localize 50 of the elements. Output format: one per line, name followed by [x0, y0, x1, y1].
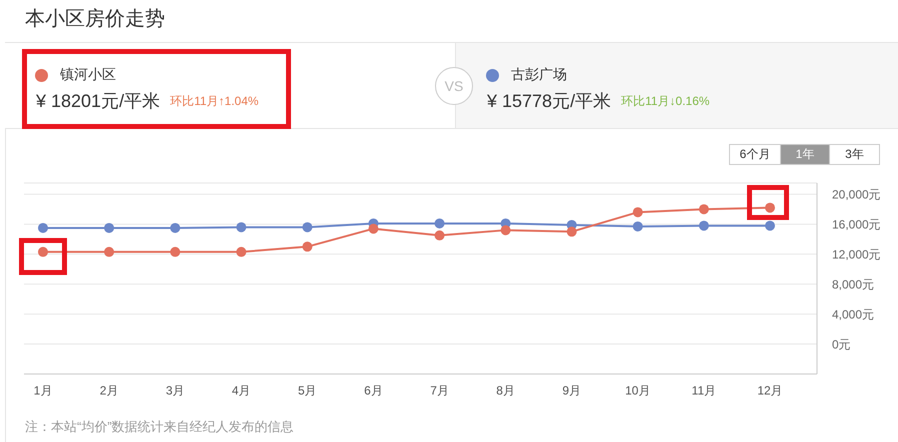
- x-tick-label: 9月: [562, 384, 582, 398]
- y-tick-label: 0元: [832, 337, 851, 352]
- x-tick-label: 8月: [496, 384, 515, 398]
- range-button: 1年: [780, 144, 830, 165]
- text: ¥ 15778元/平米: [487, 90, 612, 113]
- x-tick-label: 10月: [625, 384, 650, 398]
- point: [632, 207, 643, 218]
- point: [698, 220, 709, 231]
- x-tick-label: 7月: [430, 384, 449, 398]
- x-tick-label: 11月: [692, 384, 716, 398]
- legend-label: 镇河小区: [60, 66, 116, 84]
- point: [632, 221, 643, 232]
- text: ¥ 18201元/平米: [36, 90, 160, 113]
- y-tick-label: 8,000元: [832, 277, 874, 292]
- point: [170, 222, 180, 233]
- y-tick-label: 12,000元: [832, 247, 881, 262]
- point: [698, 204, 709, 214]
- point: [500, 225, 511, 236]
- point: [104, 246, 114, 257]
- x-tick-label: 5月: [298, 384, 317, 398]
- point: [170, 246, 180, 257]
- y-tick-label: 4,000元: [832, 307, 874, 322]
- y-tick-label: 20,000元: [832, 187, 881, 202]
- point: [566, 226, 577, 237]
- legend-label: 古彭广场: [511, 66, 567, 84]
- point: [38, 246, 48, 257]
- x-tick-label: 3月: [166, 384, 185, 398]
- x-tick-label: 6月: [364, 384, 383, 398]
- point: [368, 224, 378, 234]
- point: [302, 242, 312, 252]
- point: [236, 246, 246, 257]
- point: [38, 222, 48, 233]
- point: [434, 218, 445, 228]
- point: [765, 220, 775, 231]
- point: [765, 202, 775, 213]
- range-button: 6个月: [729, 144, 781, 165]
- text: 注：本站“均价”数据统计来自经纪人发布的信息: [25, 418, 294, 436]
- x-tick-label: 2月: [100, 384, 118, 398]
- chart-title: 本小区房价走势: [25, 7, 165, 32]
- y-tick-label: 16,000元: [832, 217, 881, 232]
- point: [302, 222, 312, 232]
- range-button: 3年: [829, 144, 880, 165]
- x-tick-label: 1月: [34, 384, 52, 398]
- point: [104, 222, 114, 233]
- x-tick-label: 12月: [757, 384, 783, 398]
- x-tick-label: 4月: [232, 384, 251, 398]
- text: 环比11月↑1.04%: [170, 92, 259, 110]
- point: [434, 230, 445, 240]
- text: 环比11月↓0.16%: [621, 92, 710, 110]
- point: [236, 222, 246, 232]
